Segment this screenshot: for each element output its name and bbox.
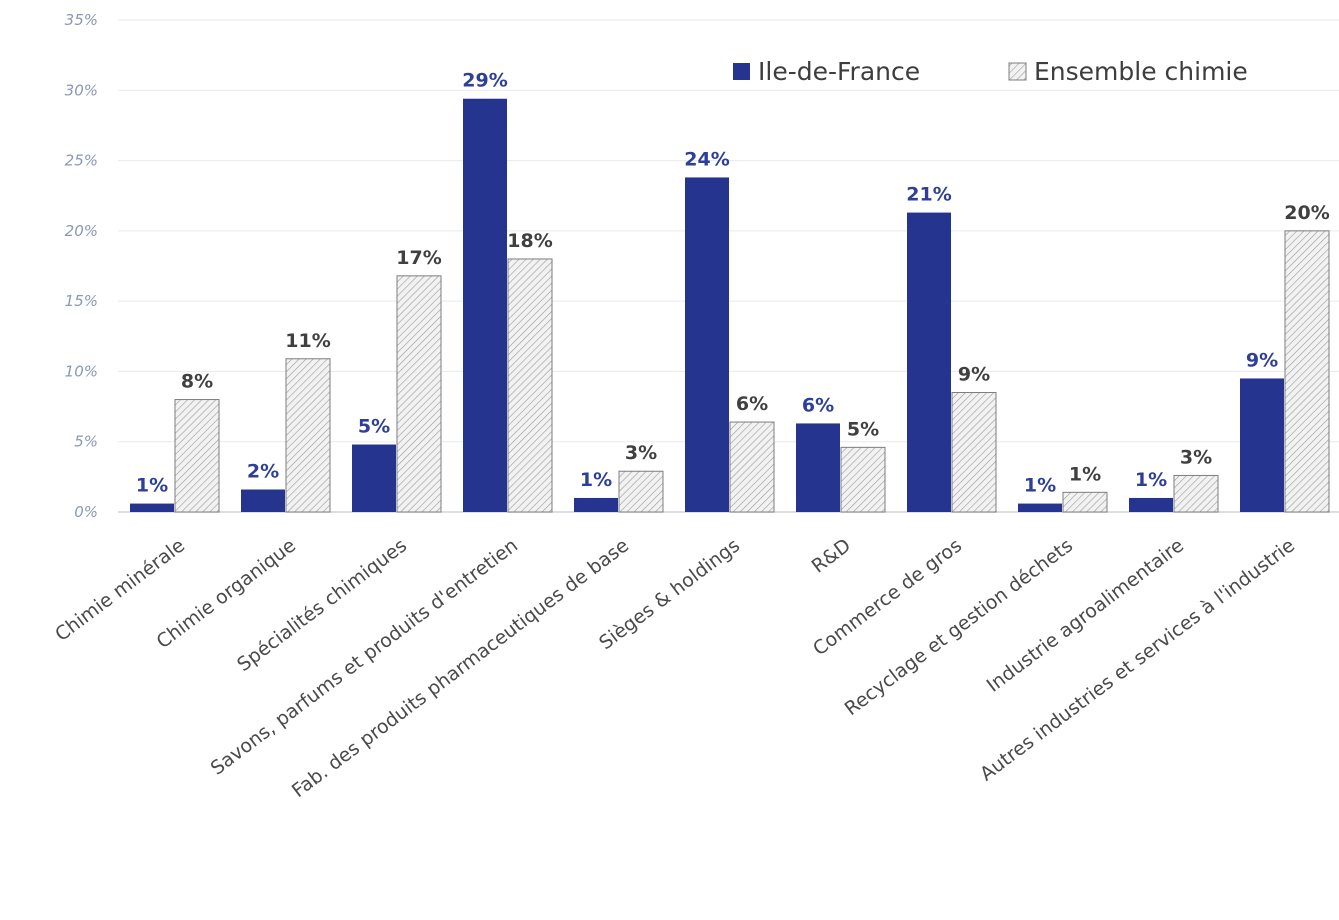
data-label-ensemble-chimie: 11%	[285, 330, 330, 352]
bar-ile-de-france	[907, 212, 951, 512]
y-tick-label: 0%	[74, 503, 98, 521]
bar-ile-de-france	[796, 423, 840, 512]
y-tick-label: 25%	[65, 152, 98, 170]
legend-swatch-ile-de-france	[733, 63, 750, 80]
data-label-ile-de-france: 21%	[906, 184, 951, 206]
bar-ensemble-chimie	[840, 446, 886, 513]
x-tick-label: Industrie agroalimentaire	[983, 534, 1188, 696]
y-tick-label: 35%	[65, 11, 98, 29]
y-tick-label: 5%	[74, 433, 98, 451]
data-label-ile-de-france: 9%	[1246, 349, 1278, 371]
bar-ile-de-france	[1129, 497, 1173, 512]
bar-ensemble-chimie	[174, 399, 220, 513]
legend-label-ensemble-chimie: Ensemble chimie	[1034, 57, 1248, 86]
data-label-ile-de-france: 1%	[580, 469, 612, 491]
bar-ensemble-chimie	[1062, 491, 1108, 513]
bar-ile-de-france	[352, 444, 396, 512]
bar-ensemble-chimie	[951, 392, 997, 513]
data-labels: 1% 8% 2% 11% 5% 17% 29% 18% 1% 3% 24% 6% 6% 5% 21% 9% 1%…	[136, 70, 1330, 497]
bar-ensemble-chimie	[507, 258, 553, 513]
legend-label-ile-de-france: Ile-de-France	[758, 57, 920, 86]
bars	[130, 98, 1330, 513]
y-tick-label: 15%	[65, 292, 98, 310]
data-label-ile-de-france: 1%	[136, 475, 168, 497]
bar-ile-de-france	[130, 503, 174, 512]
data-label-ensemble-chimie: 20%	[1284, 202, 1329, 224]
bar-ile-de-france	[241, 489, 285, 512]
data-label-ensemble-chimie: 18%	[507, 230, 552, 252]
bar-ile-de-france	[685, 177, 729, 512]
data-label-ile-de-france: 1%	[1135, 469, 1167, 491]
data-label-ensemble-chimie: 3%	[625, 442, 657, 464]
bar-ile-de-france	[1240, 378, 1284, 512]
bar-ensemble-chimie	[396, 275, 442, 513]
data-label-ile-de-france: 5%	[358, 416, 390, 438]
data-label-ensemble-chimie: 9%	[958, 364, 990, 386]
x-tick-label: R&D	[808, 534, 855, 577]
data-label-ile-de-france: 6%	[802, 394, 834, 416]
data-label-ile-de-france: 2%	[247, 461, 279, 483]
bar-ile-de-france	[574, 497, 618, 512]
bar-ensemble-chimie	[285, 358, 331, 513]
x-tick-label: Recyclage et gestion déchets	[841, 534, 1077, 720]
data-label-ensemble-chimie: 3%	[1180, 446, 1212, 468]
bar-ile-de-france	[463, 98, 507, 512]
data-label-ensemble-chimie: 5%	[847, 418, 879, 440]
y-tick-label: 20%	[65, 222, 98, 240]
legend: Ile-de-France Ensemble chimie	[733, 57, 1248, 86]
bar-ensemble-chimie	[1284, 230, 1330, 513]
data-label-ile-de-france: 1%	[1024, 475, 1056, 497]
y-tick-label: 30%	[65, 81, 98, 99]
data-label-ensemble-chimie: 17%	[396, 247, 441, 269]
data-label-ensemble-chimie: 6%	[736, 393, 768, 415]
data-label-ensemble-chimie: 1%	[1069, 463, 1101, 485]
data-label-ile-de-france: 24%	[684, 148, 729, 170]
data-label-ile-de-france: 29%	[462, 70, 507, 92]
legend-swatch-ensemble-chimie	[1008, 62, 1027, 81]
y-axis-tick-labels: 0% 5% 10% 15% 20% 25% 30% 35%	[65, 11, 98, 521]
data-label-ensemble-chimie: 8%	[181, 371, 213, 393]
bar-ensemble-chimie	[618, 470, 664, 513]
bar-ensemble-chimie	[729, 421, 775, 513]
y-tick-label: 10%	[65, 362, 98, 380]
bar-ile-de-france	[1018, 503, 1062, 512]
bar-ensemble-chimie	[1173, 474, 1219, 513]
